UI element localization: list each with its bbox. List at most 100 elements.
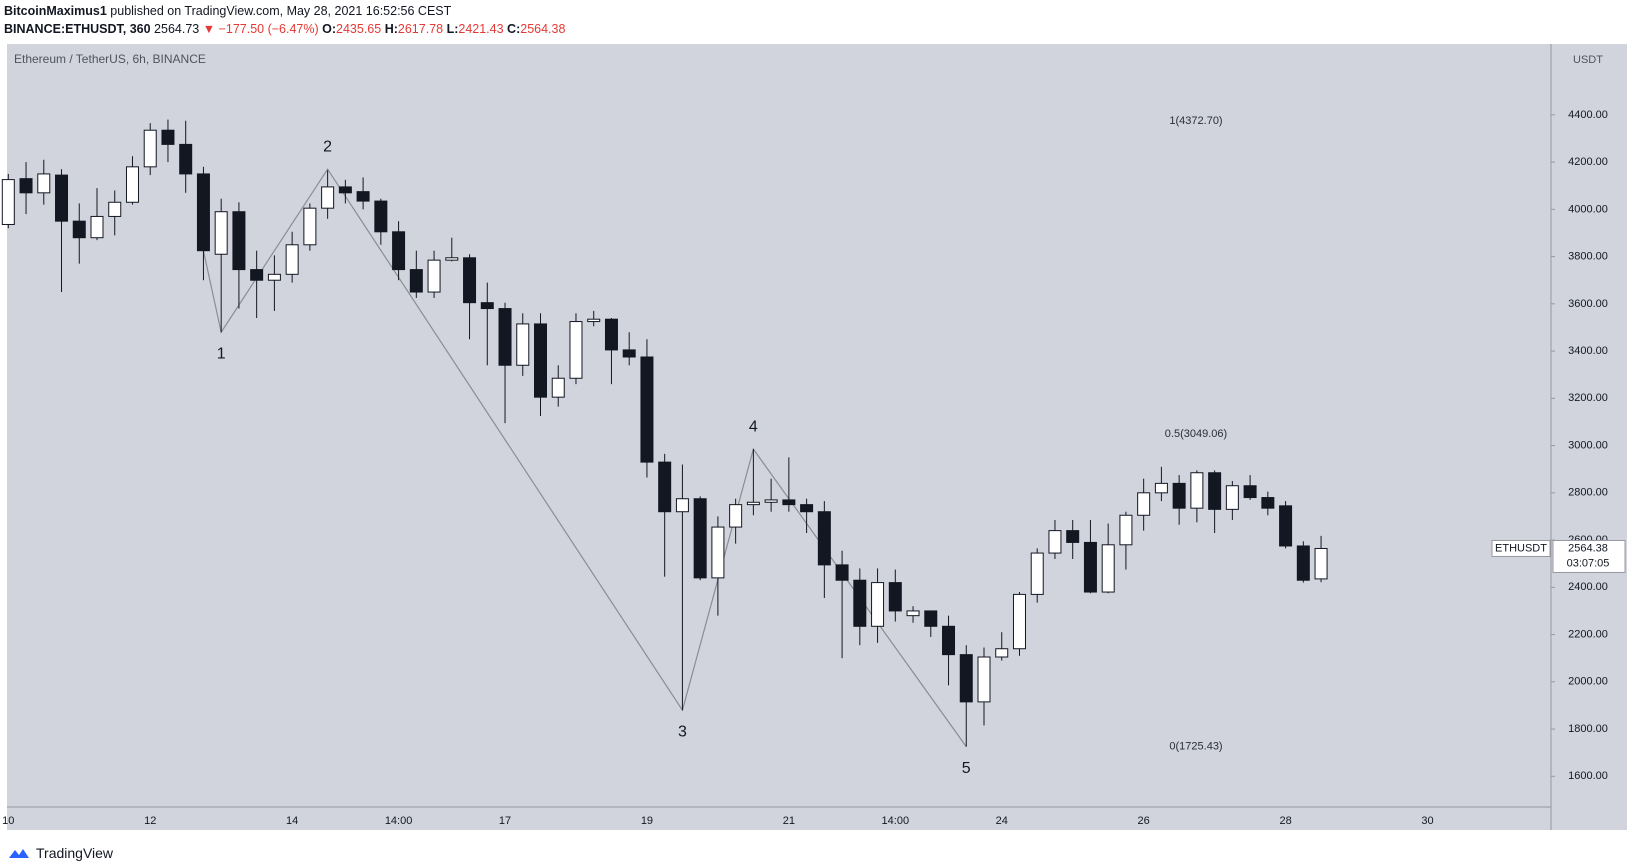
candle-body bbox=[285, 244, 299, 275]
candle-body bbox=[1030, 552, 1044, 595]
author: BitcoinMaximus1 bbox=[4, 4, 107, 18]
candle-body bbox=[622, 349, 636, 358]
candle-body bbox=[534, 323, 547, 398]
fib-level-label: 1(4372.70) bbox=[1169, 115, 1222, 127]
candle-body bbox=[480, 302, 494, 310]
y-tick-label: 4000.00 bbox=[1568, 203, 1608, 215]
y-tick-label: 3200.00 bbox=[1568, 392, 1608, 404]
candle-body bbox=[214, 211, 228, 255]
candle-body bbox=[782, 499, 796, 506]
y-tick-label: 2400.00 bbox=[1568, 581, 1608, 593]
countdown: 03:07:05 bbox=[1567, 557, 1610, 569]
candle-body bbox=[871, 582, 885, 627]
candle-body bbox=[72, 220, 86, 239]
candle-body bbox=[711, 526, 725, 579]
candle-body bbox=[729, 504, 743, 528]
x-tick-label: 17 bbox=[499, 815, 511, 827]
candle-body bbox=[108, 201, 122, 217]
candle-body bbox=[232, 211, 246, 271]
c-label: C: bbox=[507, 22, 521, 36]
x-tick-label: 21 bbox=[783, 815, 795, 827]
candle-body bbox=[1048, 530, 1062, 554]
candle-body bbox=[1225, 485, 1239, 510]
wave-label: 1 bbox=[217, 345, 226, 362]
candle-body bbox=[587, 318, 601, 323]
candle-body bbox=[321, 186, 335, 209]
candle-body bbox=[1172, 482, 1186, 509]
candle-body bbox=[303, 207, 317, 246]
candle-body bbox=[1137, 492, 1151, 516]
candle-body bbox=[658, 461, 672, 513]
y-tick-label: 2800.00 bbox=[1568, 487, 1608, 499]
wave-label: 2 bbox=[323, 138, 332, 155]
candle-body bbox=[746, 501, 760, 506]
y-axis-unit: USDT bbox=[1573, 54, 1603, 66]
l-label: L: bbox=[446, 22, 459, 36]
candle-body bbox=[516, 323, 530, 366]
publish-info: published on TradingView.com, May 28, 20… bbox=[110, 4, 452, 18]
x-tick-label: 14:00 bbox=[385, 815, 413, 827]
candle-body bbox=[1, 179, 15, 225]
x-tick-label: 30 bbox=[1421, 815, 1433, 827]
candle-body bbox=[392, 231, 406, 271]
candle-body bbox=[977, 656, 991, 703]
candle-body bbox=[196, 173, 210, 252]
h-label: H: bbox=[384, 22, 398, 36]
y-tick-label: 3000.00 bbox=[1568, 439, 1608, 451]
y-tick-label: 1800.00 bbox=[1568, 723, 1608, 735]
symbol: BINANCE:ETHUSDT, 360 bbox=[4, 22, 151, 36]
c-value: 2564.38 bbox=[520, 22, 566, 36]
y-tick-label: 4200.00 bbox=[1568, 156, 1608, 168]
candle-body bbox=[1012, 593, 1026, 650]
candle-body bbox=[161, 129, 175, 145]
candle-body bbox=[942, 625, 956, 656]
candle-body bbox=[853, 579, 867, 627]
candle-body bbox=[1119, 514, 1133, 546]
fib-level-label: 0.5(3049.06) bbox=[1165, 428, 1227, 440]
candle-body bbox=[338, 186, 352, 194]
candle-body bbox=[888, 582, 902, 612]
candle-body bbox=[640, 356, 654, 463]
candle-body bbox=[604, 318, 618, 351]
y-tick-label: 3400.00 bbox=[1568, 345, 1608, 357]
last-price: 2564.38 bbox=[1568, 542, 1608, 554]
x-tick-label: 19 bbox=[641, 815, 653, 827]
plot-background bbox=[7, 44, 1627, 830]
x-tick-label: 24 bbox=[996, 815, 1008, 827]
candle-body bbox=[1296, 545, 1310, 581]
candle-body bbox=[1101, 544, 1115, 593]
y-tick-label: 2000.00 bbox=[1568, 676, 1608, 688]
publish-line: BitcoinMaximus1 published on TradingView… bbox=[4, 2, 565, 20]
chart-title: Ethereum / TetherUS, 6h, BINANCE bbox=[14, 52, 206, 66]
candle-body bbox=[1243, 485, 1257, 499]
candle-body bbox=[835, 564, 849, 581]
h-value: 2617.78 bbox=[397, 22, 444, 36]
candle-body bbox=[924, 610, 938, 627]
y-tick-label: 4400.00 bbox=[1568, 109, 1608, 121]
ohlc-line: BINANCE:ETHUSDT, 360 2564.73 ▼ −177.50 (… bbox=[4, 20, 565, 38]
candle-body bbox=[445, 257, 459, 261]
last-price-box bbox=[1552, 539, 1626, 573]
wave-label: 3 bbox=[678, 723, 687, 740]
y-tick-label: 3800.00 bbox=[1568, 251, 1608, 263]
candle-body bbox=[551, 377, 565, 398]
candle-body bbox=[1083, 541, 1097, 593]
candle-body bbox=[1279, 505, 1293, 547]
fib-level-label: 0(1725.43) bbox=[1169, 741, 1222, 753]
candle-body bbox=[179, 143, 193, 175]
x-tick-label: 10 bbox=[2, 815, 14, 827]
candle-body bbox=[1261, 497, 1275, 509]
o-value: 2435.65 bbox=[336, 22, 382, 36]
candle-body bbox=[90, 215, 104, 239]
y-tick-label: 3600.00 bbox=[1568, 298, 1608, 310]
y-tick-label: 1600.00 bbox=[1568, 770, 1608, 782]
candle-body bbox=[906, 610, 920, 617]
candle-body bbox=[569, 321, 583, 379]
brand: TradingView bbox=[36, 845, 114, 861]
wave-label: 4 bbox=[749, 418, 758, 435]
candle-body bbox=[374, 200, 388, 233]
candle-body bbox=[55, 174, 69, 222]
candle-body bbox=[1154, 482, 1168, 494]
candle-body bbox=[800, 504, 814, 513]
